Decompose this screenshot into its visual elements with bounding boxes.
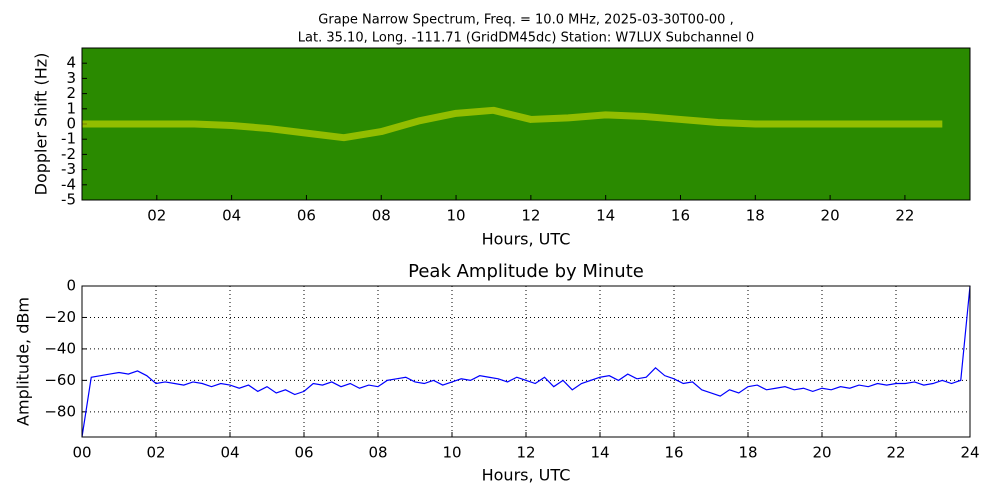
x-axis-label: Hours, UTC: [482, 466, 571, 485]
y-tick-label: 2: [66, 84, 76, 102]
plot-frame: [81, 47, 971, 201]
x-tick-label: 06: [294, 444, 313, 462]
y-tick-label: 0: [66, 277, 76, 295]
plot-frame: [81, 285, 971, 438]
x-tick-label: 16: [664, 444, 683, 462]
x-tick-label: 10: [447, 207, 466, 225]
chart-title: Lat. 35.10, Long. -111.71 (GridDM45dc) S…: [298, 31, 754, 46]
x-tick-label: 14: [590, 444, 609, 462]
x-tick-label: 22: [886, 444, 905, 462]
x-tick-label: 00: [72, 444, 91, 462]
y-tick-label: -5: [61, 191, 76, 209]
y-tick-label: -4: [61, 175, 76, 193]
x-tick-label: 18: [746, 207, 765, 225]
x-axis-label: Hours, UTC: [482, 230, 571, 249]
x-tick-label: 24: [960, 444, 979, 462]
x-tick-label: 12: [521, 207, 540, 225]
doppler-trace: [82, 106, 943, 142]
y-tick-label: -2: [61, 145, 76, 163]
x-tick-label: 22: [895, 207, 914, 225]
x-tick-label: 04: [220, 444, 239, 462]
x-tick-label: 16: [671, 207, 690, 225]
y-tick-label: 0: [66, 115, 76, 133]
x-tick-label: 20: [812, 444, 831, 462]
x-tick-label: 12: [516, 444, 535, 462]
y-axis-label: Doppler Shift (Hz): [32, 53, 51, 196]
amplitude-line: [81, 285, 971, 438]
x-tick-label: 10: [442, 444, 461, 462]
y-tick-label: -3: [61, 160, 76, 178]
x-tick-label: 20: [821, 207, 840, 225]
y-tick-label: −60: [44, 371, 76, 389]
chart-title: Grape Narrow Spectrum, Freq. = 10.0 MHz,…: [318, 13, 733, 28]
y-tick-label: -1: [61, 130, 76, 148]
x-tick-label: 06: [297, 207, 316, 225]
y-tick-label: 1: [66, 99, 76, 117]
y-tick-label: 3: [66, 69, 76, 87]
y-tick-label: −20: [44, 308, 76, 326]
y-axis-label: Amplitude, dBm: [14, 297, 33, 426]
x-tick-label: 04: [222, 207, 241, 225]
x-tick-label: 02: [146, 444, 165, 462]
chart-title: Peak Amplitude by Minute: [408, 261, 644, 282]
x-tick-label: 08: [372, 207, 391, 225]
x-tick-label: 14: [596, 207, 615, 225]
y-tick-label: −40: [44, 339, 76, 357]
y-tick-label: −80: [44, 402, 76, 420]
y-tick-label: 4: [66, 54, 76, 72]
x-tick-label: 08: [368, 444, 387, 462]
x-tick-label: 02: [147, 207, 166, 225]
x-tick-label: 18: [738, 444, 757, 462]
